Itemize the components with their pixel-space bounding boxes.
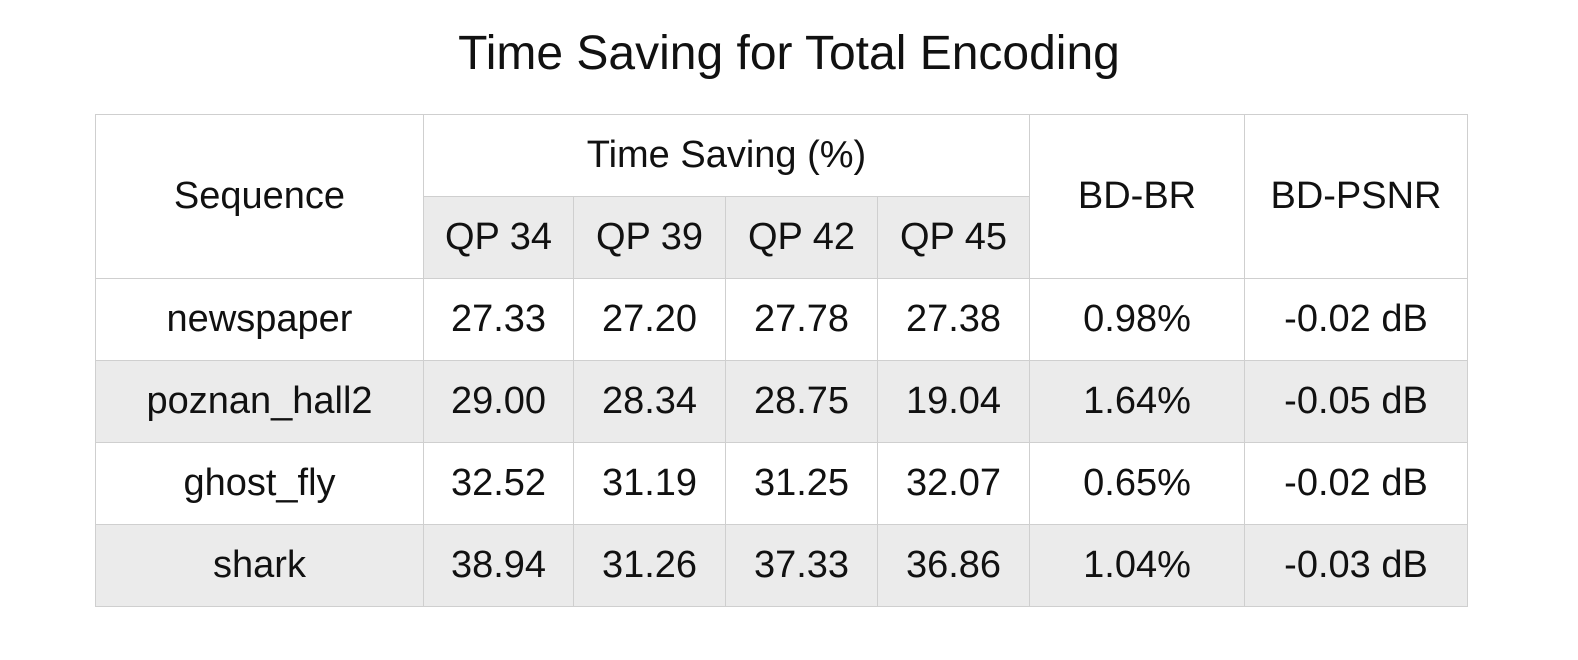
cell-bd-psnr: -0.02 dB xyxy=(1244,278,1468,361)
cell-bd-psnr: -0.02 dB xyxy=(1244,442,1468,525)
header-qp-34: QP 34 xyxy=(423,196,574,279)
header-sequence: Sequence xyxy=(95,114,424,279)
cell-qp34: 32.52 xyxy=(423,442,574,525)
cell-qp45: 19.04 xyxy=(877,360,1030,443)
header-qp-39: QP 39 xyxy=(573,196,726,279)
cell-qp45: 32.07 xyxy=(877,442,1030,525)
cell-qp42: 37.33 xyxy=(725,524,878,607)
table-row: newspaper 27.33 27.20 27.78 27.38 0.98% … xyxy=(95,278,1468,361)
header-bd-br: BD-BR xyxy=(1029,114,1245,279)
table-row: ghost_fly 32.52 31.19 31.25 32.07 0.65% … xyxy=(95,442,1468,525)
cell-sequence: ghost_fly xyxy=(95,442,424,525)
results-table: Sequence Time Saving (%) BD-BR BD-PSNR Q… xyxy=(95,114,1468,607)
header-row-qp: QP 34 QP 39 QP 42 QP 45 xyxy=(96,196,1468,279)
cell-bd-psnr: -0.05 dB xyxy=(1244,360,1468,443)
cell-sequence: newspaper xyxy=(95,278,424,361)
cell-qp42: 28.75 xyxy=(725,360,878,443)
cell-bd-br: 1.04% xyxy=(1029,524,1245,607)
cell-qp39: 31.19 xyxy=(573,442,726,525)
header-qp-45: QP 45 xyxy=(877,196,1030,279)
header-row-top: Sequence Time Saving (%) BD-BR BD-PSNR xyxy=(95,114,1468,279)
cell-bd-br: 0.65% xyxy=(1029,442,1245,525)
cell-bd-br: 1.64% xyxy=(1029,360,1245,443)
header-time-saving-group: Time Saving (%) xyxy=(423,114,1030,197)
cell-qp45: 27.38 xyxy=(877,278,1030,361)
table-title: Time Saving for Total Encoding xyxy=(458,27,1120,80)
cell-bd-psnr: -0.03 dB xyxy=(1244,524,1468,607)
cell-sequence: shark xyxy=(95,524,424,607)
cell-qp42: 27.78 xyxy=(725,278,878,361)
cell-qp39: 27.20 xyxy=(573,278,726,361)
cell-qp42: 31.25 xyxy=(725,442,878,525)
cell-qp34: 38.94 xyxy=(423,524,574,607)
header-bd-psnr: BD-PSNR xyxy=(1244,114,1468,279)
cell-qp34: 29.00 xyxy=(423,360,574,443)
table-row: poznan_hall2 29.00 28.34 28.75 19.04 1.6… xyxy=(95,360,1468,443)
cell-bd-br: 0.98% xyxy=(1029,278,1245,361)
cell-sequence: poznan_hall2 xyxy=(95,360,424,443)
cell-qp39: 28.34 xyxy=(573,360,726,443)
cell-qp34: 27.33 xyxy=(423,278,574,361)
header-qp-42: QP 42 xyxy=(725,196,878,279)
table-row: shark 38.94 31.26 37.33 36.86 1.04% -0.0… xyxy=(95,524,1468,607)
cell-qp45: 36.86 xyxy=(877,524,1030,607)
cell-qp39: 31.26 xyxy=(573,524,726,607)
